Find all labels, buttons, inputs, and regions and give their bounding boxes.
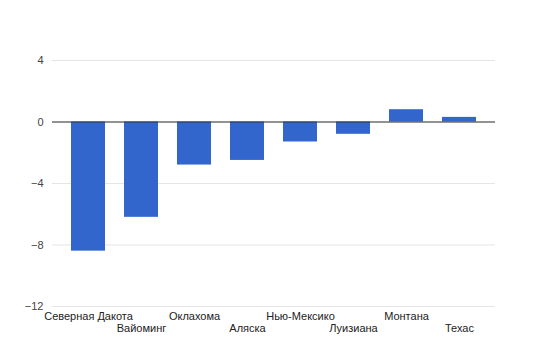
svg-text:Техас: Техас	[445, 322, 474, 334]
svg-text:0: 0	[37, 116, 43, 128]
svg-text:−4: −4	[31, 177, 44, 189]
svg-text:Северная Дакота: Северная Дакота	[44, 310, 134, 322]
svg-text:Монтана: Монтана	[384, 310, 430, 322]
svg-text:Аляска: Аляска	[229, 322, 266, 334]
svg-text:Луизиана: Луизиана	[329, 322, 378, 334]
svg-text:4: 4	[37, 54, 43, 66]
svg-text:−12: −12	[25, 300, 44, 312]
svg-text:Оклахома: Оклахома	[169, 310, 221, 322]
svg-text:Вайоминг: Вайоминг	[117, 322, 167, 334]
svg-text:Нью-Мексико: Нью-Мексико	[266, 310, 335, 322]
svg-text:−8: −8	[31, 239, 44, 251]
